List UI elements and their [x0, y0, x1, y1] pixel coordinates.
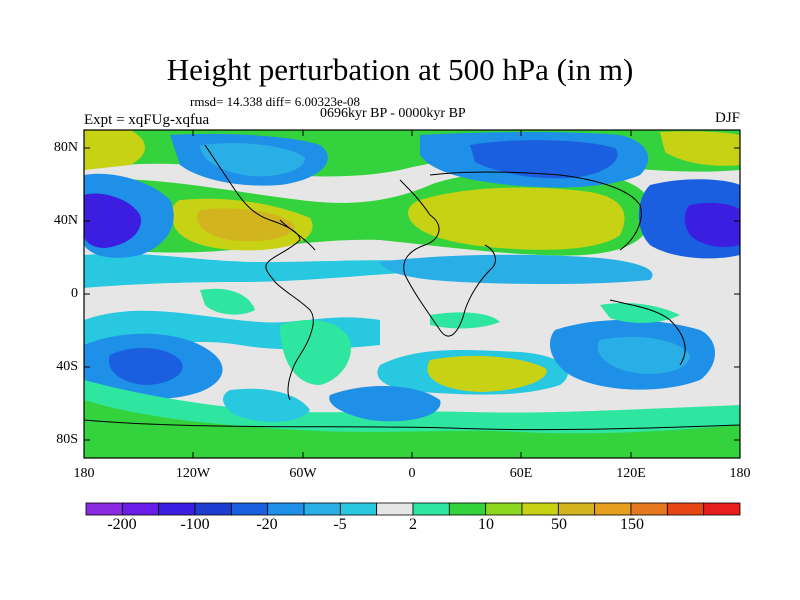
colorbar-swatch-13: [557, 502, 596, 516]
xtick-120e: 120E: [616, 466, 646, 481]
s-indian-yellow-patch: [427, 355, 547, 392]
colorbar-swatch-6: [303, 502, 341, 516]
stats-text: rmsd= 14.338 diff= 6.00323e-08: [190, 94, 361, 109]
cb-label-0: -200: [107, 516, 137, 533]
ytick-80n: 80N: [53, 140, 78, 155]
axis-ticks: [84, 130, 740, 458]
colorbar-swatch-16: [666, 502, 705, 516]
cb-label-3: -5: [333, 516, 347, 533]
xtick-180e: 180: [729, 466, 751, 481]
cb-label-4: 2: [409, 516, 417, 533]
colorbar-swatch-0: [85, 502, 123, 516]
s-america-green: [280, 320, 351, 385]
colorbar-swatch-1: [121, 502, 160, 516]
colorbar-swatch-14: [594, 502, 632, 516]
cb-label-7: 150: [620, 516, 644, 533]
colorbar-swatch-5: [267, 502, 305, 516]
colorbar-swatch-12: [521, 502, 559, 516]
ytick-0: 0: [71, 286, 78, 301]
colorbar-swatch-7: [339, 502, 378, 516]
xtick-0: 0: [408, 466, 416, 481]
plot-title: Height perturbation at 500 hPa (in m): [166, 52, 634, 87]
ytick-80s: 80S: [56, 432, 78, 447]
cb-label-2: -20: [256, 516, 278, 533]
cb-label-5: 10: [478, 516, 494, 533]
ytick-40s: 40S: [56, 359, 78, 374]
colorbar-swatch-11: [485, 502, 523, 516]
colorbar-swatch-9: [412, 502, 450, 516]
season-label: DJF: [714, 110, 740, 126]
xtick-60e: 60E: [509, 466, 533, 481]
contour-field: [84, 130, 740, 458]
experiment-label: Expt = xqFUg-xqfua: [84, 112, 210, 128]
period-text: 0696kyr BP - 0000kyr BP: [320, 106, 466, 121]
ytick-40n: 40N: [53, 213, 78, 228]
cb-label-1: -100: [180, 516, 210, 533]
colorbar-swatch-4: [230, 502, 269, 516]
eurasia-yellow-patch: [408, 187, 625, 250]
xtick-180w: 180: [73, 466, 95, 481]
coastlines: [83, 144, 741, 431]
colorbar-swatch-8: [376, 502, 414, 516]
colorbar-swatch-2: [158, 502, 196, 516]
colorbar-swatch-17: [703, 502, 741, 516]
colorbar-swatch-10: [448, 502, 487, 516]
n-subtropical-cyan-band: [84, 253, 420, 288]
cb-label-6: 50: [551, 516, 567, 533]
colorbar: [85, 502, 741, 516]
colorbar-swatch-15: [630, 502, 668, 516]
colorbar-swatch-3: [194, 502, 232, 516]
xtick-120w: 120W: [175, 466, 211, 481]
xtick-60w: 60W: [289, 466, 317, 481]
